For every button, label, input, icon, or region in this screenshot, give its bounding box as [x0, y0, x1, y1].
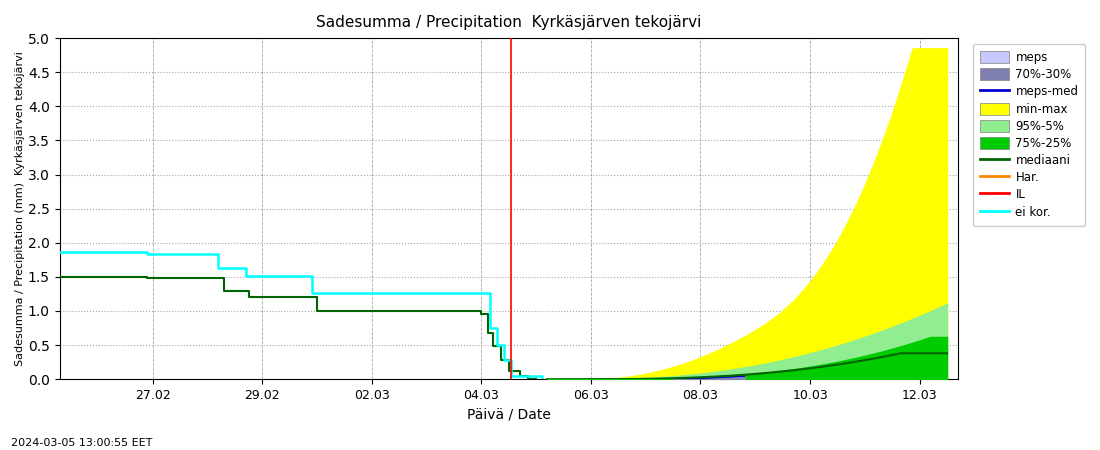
- Title: Sadesumma / Precipitation  Kyrkäsjärven tekojärvi: Sadesumma / Precipitation Kyrkäsjärven t…: [316, 15, 702, 30]
- X-axis label: Päivä / Date: Päivä / Date: [466, 408, 551, 422]
- Y-axis label: Sadesumma / Precipitation (mm)  Kyrkäsjärven tekojärvi: Sadesumma / Precipitation (mm) Kyrkäsjär…: [15, 51, 25, 366]
- Text: 2024-03-05 13:00:55 EET: 2024-03-05 13:00:55 EET: [11, 437, 153, 447]
- Legend: meps, 70%-30%, meps-med, min-max, 95%-5%, 75%-25%, mediaani, Har., IL, ei kor.: meps, 70%-30%, meps-med, min-max, 95%-5%…: [972, 44, 1086, 226]
